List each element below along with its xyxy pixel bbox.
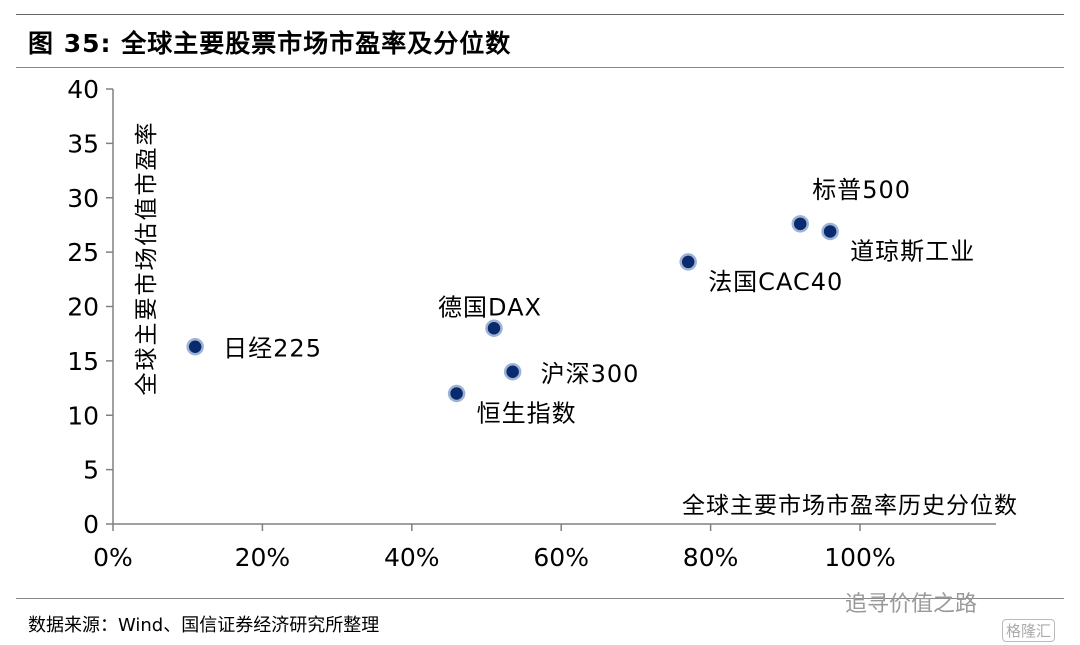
data-point	[821, 222, 839, 241]
data-label: 沪深300	[541, 360, 640, 388]
y-tick-label: 15	[67, 347, 99, 376]
y-tick-label: 30	[67, 184, 99, 213]
data-point	[679, 253, 697, 271]
y-tick-label: 0	[83, 510, 99, 539]
y-tick-label: 5	[83, 456, 99, 485]
data-label: 标普500	[812, 176, 911, 204]
data-label: 恒生指数	[477, 400, 577, 428]
data-label: 法国CAC40	[708, 268, 843, 296]
source-rule	[16, 598, 1064, 599]
scatter-chart: 0 5 10 15 20 25 30 35 40 0% 20% 40% 60% 80% 100% 日经22…	[67, 75, 1018, 572]
data-points	[186, 215, 839, 403]
x-tick-label: 60%	[533, 543, 589, 572]
title-rule	[16, 67, 1064, 68]
data-label: 日经225	[223, 335, 322, 363]
watermark-text: 追寻价值之路	[845, 592, 978, 617]
x-tick-label: 100%	[824, 543, 895, 572]
y-tick-label: 20	[67, 293, 99, 322]
y-axis-label: 全球主要市场估值市盈率	[134, 121, 160, 396]
top-rule	[16, 14, 1064, 15]
y-tick-label: 10	[67, 401, 99, 430]
x-tick-label: 80%	[683, 543, 739, 572]
data-label: 道琼斯工业	[850, 237, 975, 265]
y-tick-label: 40	[67, 75, 99, 104]
point-labels: 日经225 德国DAX 沪深300 恒生指数 法国CAC40 标普500 道琼斯工业	[223, 176, 975, 428]
y-axis-ticks: 0 5 10 15 20 25 30 35 40	[67, 75, 113, 539]
data-point	[503, 363, 522, 381]
data-point	[186, 337, 204, 356]
x-tick-label: 0%	[93, 543, 133, 572]
source-note: 数据来源：Wind、国信证券经济研究所整理	[28, 615, 380, 636]
y-tick-label: 35	[67, 129, 99, 158]
data-point	[791, 215, 809, 233]
y-tick-label: 25	[67, 238, 99, 267]
x-axis-ticks: 0% 20% 40% 60% 80% 100%	[93, 524, 896, 572]
axes	[112, 89, 996, 525]
x-tick-label: 20%	[235, 543, 291, 572]
x-axis-label: 全球主要市场市盈率历史分位数	[682, 493, 1018, 519]
data-point	[485, 319, 503, 337]
data-label: 德国DAX	[438, 293, 542, 321]
watermark-brand: 格隆汇	[1002, 619, 1056, 642]
x-tick-label: 40%	[384, 543, 440, 572]
data-point	[447, 384, 466, 403]
figure-title: 图 35: 全球主要股票市场市盈率及分位数	[28, 29, 512, 58]
